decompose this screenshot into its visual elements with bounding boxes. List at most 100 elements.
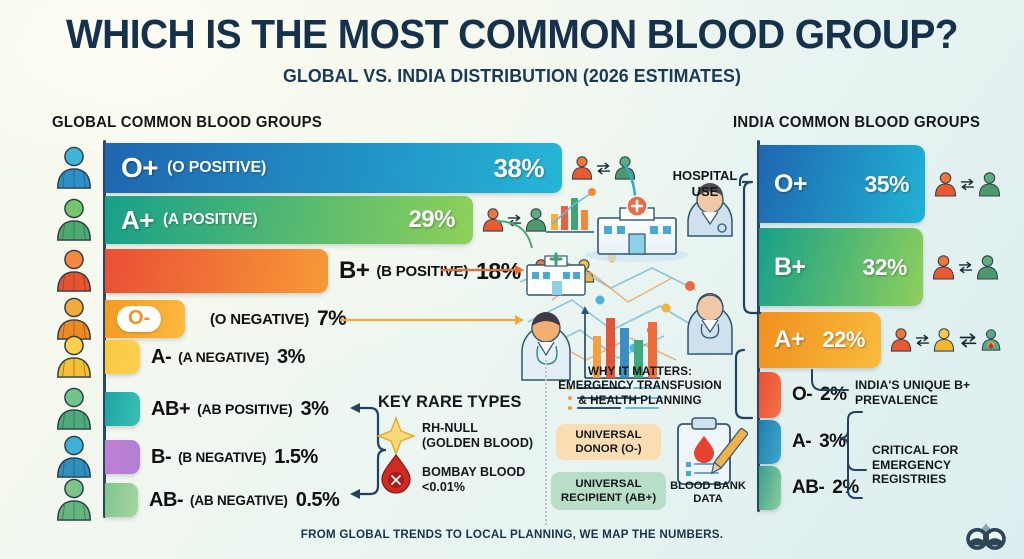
- exchange-orange-yellow-icon: [529, 259, 596, 283]
- mini-bar-chart-icon: [546, 188, 596, 233]
- india-bar-ab-: [759, 466, 781, 510]
- global-bar-label-b-: B- (B NEGATIVE) 1.5%: [151, 446, 318, 469]
- person-icon-green2: [52, 387, 96, 430]
- blood-group-percent: 22%: [822, 327, 865, 352]
- india-bar-row-aplus: A+ 22%: [759, 312, 1002, 368]
- exchange-orange-green-icon: [933, 171, 1002, 197]
- india-section-heading: INDIA COMMON BLOOD GROUPS: [733, 114, 981, 131]
- exchange-orange-green-icon: [931, 254, 1000, 280]
- chip-donor-line1: UNIVERSAL: [575, 428, 642, 441]
- bombay-line1: BOMBAY BLOOD: [422, 465, 526, 479]
- global-bar-o+: O+ (O POSITIVE) 38%: [105, 143, 562, 193]
- blood-group-full-name: (O NEGATIVE): [210, 310, 309, 328]
- person-icon-yellow: [52, 335, 96, 378]
- india-bar-o-: [759, 372, 781, 418]
- global-bar-label-a-: A- (A NEGATIVE) 3%: [151, 346, 305, 369]
- blood-group-full-name: (B NEGATIVE): [178, 449, 267, 465]
- blood-group-code: O+: [774, 169, 808, 198]
- india-chart-axis: [757, 140, 760, 512]
- bbd-line2: DATA: [693, 493, 723, 506]
- global-section-heading: GLOBAL COMMON BLOOD GROUPS: [52, 114, 323, 131]
- global-bar-b-: [105, 440, 140, 474]
- why-line1: WHY IT MATTERS:: [587, 365, 693, 378]
- global-bar-a-: [105, 340, 140, 374]
- blood-group-code: O+: [121, 152, 159, 183]
- blood-group-full-name: (AB POSITIVE): [197, 401, 293, 417]
- chip-donor-line2: DONOR (O-): [575, 443, 642, 455]
- india-unique-bplus-callout: INDIA'S UNIQUE B+ PREVALENCE: [855, 378, 995, 407]
- blood-group-percent: 18%: [476, 257, 521, 284]
- blood-group-percent: 35%: [864, 170, 909, 197]
- exchange-orange-green-icon: [570, 156, 637, 180]
- blood-group-percent: 1.5%: [274, 445, 318, 468]
- blood-group-percent: 2%: [832, 477, 859, 498]
- exchange-orange-green-icon: [481, 208, 548, 232]
- blood-group-percent: 3%: [819, 431, 846, 452]
- global-bar-label-ab+: AB+ (AB POSITIVE) 3%: [151, 397, 329, 421]
- global-bar-row-aplus: A+ (A POSITIVE) 29%: [105, 196, 548, 244]
- why-it-matters-title: WHY IT MATTERS: EMERGENCY TRANSFUSION & …: [545, 365, 735, 408]
- hospital-use-line2: USE: [691, 183, 719, 199]
- india-unique-line2: PREVALENCE: [855, 392, 938, 407]
- person-icon-blue2: [52, 435, 96, 478]
- global-bar-b+: [105, 249, 328, 293]
- chip-recipient-line1: UNIVERSAL: [575, 477, 642, 490]
- blood-group-percent: 3%: [300, 397, 329, 420]
- person-icon-green3: [52, 478, 96, 521]
- binoculars-logo: [966, 523, 1006, 550]
- india-bar-o+: O+ 35%: [759, 145, 925, 223]
- global-bar-o-: O-: [105, 300, 185, 338]
- blood-group-code: A-: [792, 431, 812, 452]
- blood-group-percent: 2%: [820, 384, 847, 405]
- blood-drop-icon: [381, 453, 411, 494]
- global-bar-ab-: [105, 483, 138, 517]
- blood-group-full-name: (A NEGATIVE): [178, 349, 270, 365]
- blood-group-percent: 38%: [493, 152, 544, 183]
- global-bar-label-ab-: AB- (AB NEGATIVE) 0.5%: [149, 488, 340, 512]
- blood-group-code: A-: [151, 345, 172, 368]
- page-subtitle: GLOBAL VS. INDIA DISTRIBUTION (2026 ESTI…: [282, 64, 742, 86]
- india-bar-row-aminus: A- 3%: [759, 420, 846, 464]
- blood-group-percent: 3%: [277, 345, 305, 368]
- global-bar-row-abminus: AB- (AB NEGATIVE) 0.5%: [105, 483, 340, 517]
- chip-recipient-line2: RECIPIENT (AB+): [560, 492, 657, 504]
- exchange-triple-icon: [889, 328, 1002, 352]
- footer-tagline: FROM GLOBAL TRENDS TO LOCAL PLANNING, WE…: [300, 528, 724, 541]
- blood-group-percent: 0.5%: [295, 488, 340, 511]
- critical-line2: EMERGENCY: [872, 457, 952, 472]
- vertical-divider: [545, 360, 547, 525]
- india-bar-row-abminus: AB- 2%: [759, 466, 859, 510]
- blood-group-code: B-: [151, 445, 172, 468]
- global-bar-row-aminus: A- (A NEGATIVE) 3%: [105, 340, 305, 374]
- doctor-icon-bottom-right: [687, 293, 733, 355]
- blood-bank-data-label: BLOOD BANK DATA: [668, 480, 748, 507]
- hospital-icon: [585, 195, 689, 262]
- why-line3: & HEALTH PLANNING: [578, 393, 702, 407]
- global-bar-a+: A+ (A POSITIVE) 29%: [105, 196, 473, 244]
- rh-null-line1: RH-NULL: [422, 421, 478, 435]
- india-bar-row-ominus: O- 2%: [759, 372, 847, 418]
- person-icon-orange2: [52, 297, 96, 340]
- blood-bank-clipboard-icon: [677, 417, 749, 485]
- page-title: WHICH IS THE MOST COMMON BLOOD GROUP?: [65, 11, 959, 57]
- hospital-use-line1: HOSPITAL: [672, 168, 738, 183]
- global-bar-row-oplus: O+ (O POSITIVE) 38%: [105, 143, 637, 193]
- blood-group-code: B+: [339, 257, 370, 284]
- global-bar-ab+: [105, 392, 140, 426]
- blood-group-code: O-: [117, 306, 162, 332]
- blood-group-code: B+: [774, 252, 806, 281]
- global-bar-label-b+: B+ (B POSITIVE) 18%: [339, 257, 521, 285]
- blood-group-full-name: (AB NEGATIVE): [190, 492, 288, 508]
- india-bar-b+: B+ 32%: [759, 228, 923, 306]
- global-bar-row-ominus: O- (O NEGATIVE) 7%: [105, 300, 347, 338]
- rare-type-bombay: BOMBAY BLOOD <0.01%: [414, 465, 525, 495]
- india-bar-label-ab-: AB- 2%: [792, 477, 859, 499]
- hospital-use-label: HOSPITAL USE: [660, 168, 750, 200]
- global-bar-row-bplus: B+ (B POSITIVE) 18%: [105, 249, 596, 293]
- india-bar-label-a-: A- 3%: [792, 431, 846, 453]
- person-icon-blue: [52, 146, 96, 189]
- bombay-line2: <0.01%: [422, 479, 466, 494]
- blood-group-full-name: (O POSITIVE): [167, 159, 267, 176]
- blood-group-percent: 32%: [862, 253, 907, 280]
- india-bar-a-: [759, 420, 781, 464]
